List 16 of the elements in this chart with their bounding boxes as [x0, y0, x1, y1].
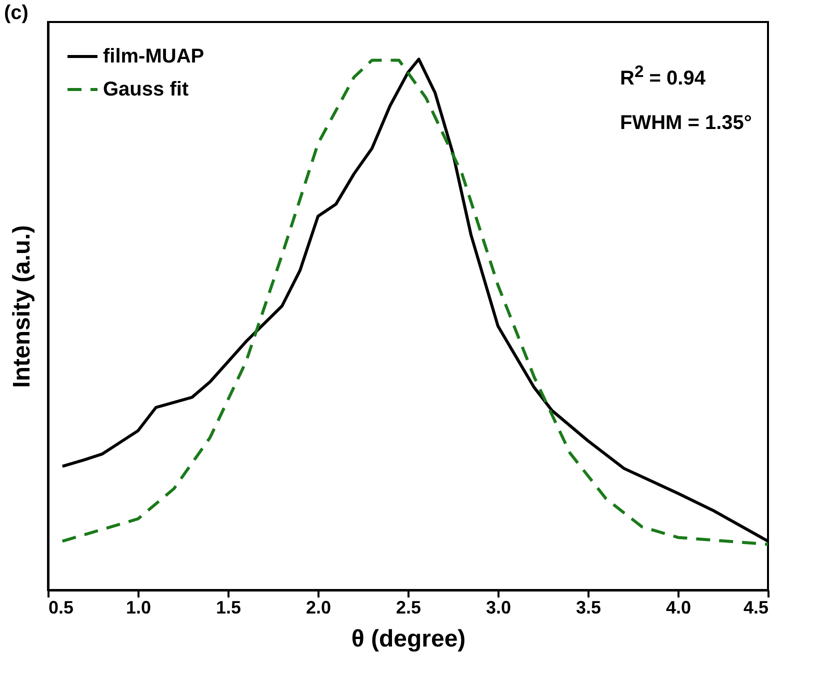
- annotation: R$^{2}$ = 0.94: [620, 62, 706, 91]
- x-tick-label: 1.5: [216, 598, 242, 618]
- legend-label: Gauss fit: [103, 78, 189, 100]
- x-tick-label: 0.5: [48, 598, 74, 618]
- x-tick-label: 2.5: [396, 598, 422, 618]
- legend-label: film-MUAP: [103, 46, 204, 68]
- annotation: FWHM = 1.35°: [620, 112, 752, 135]
- x-tick-label: 2.0: [306, 598, 332, 618]
- x-tick-label: 4.5: [743, 598, 768, 618]
- x-axis-title: θ (degree): [351, 626, 466, 652]
- x-tick-label: 4.0: [666, 598, 692, 618]
- x-tick-label: 3.5: [576, 598, 602, 618]
- x-tick-label: 3.0: [486, 598, 512, 618]
- x-tick-label: 1.0: [126, 598, 152, 618]
- text: (c): [4, 2, 28, 25]
- y-axis-title: Intensity (a.u.): [8, 225, 36, 388]
